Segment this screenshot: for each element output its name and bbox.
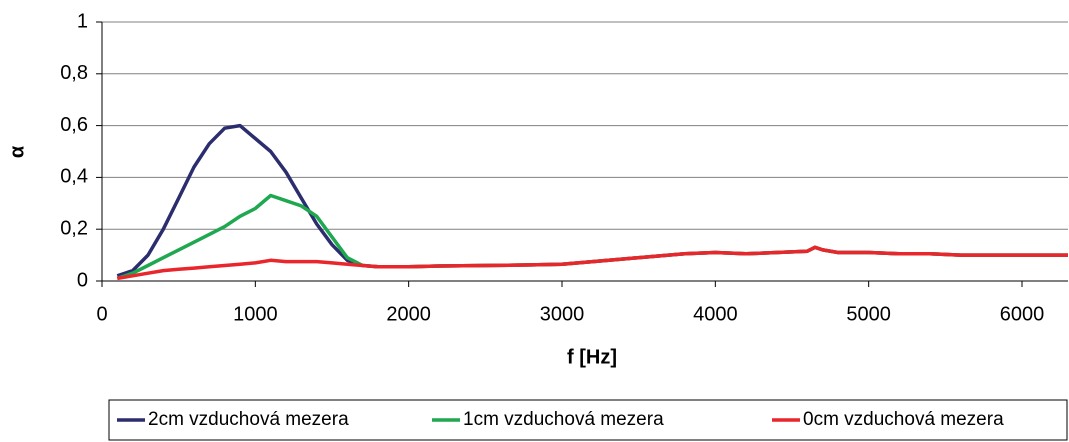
legend-label: 1cm vzduchová mezera [463,409,664,430]
x-tick-label: 4000 [693,303,738,325]
y-tick-label: 1 [77,10,88,32]
legend-label: 2cm vzduchová mezera [148,409,349,430]
x-tick-label: 2000 [386,303,431,325]
series-line [116,193,1068,281]
y-axis-label: α [6,145,28,158]
y-tick-label: 0,6 [60,114,88,136]
x-tick-label: 6000 [1000,303,1045,325]
x-tick-label: 0 [96,303,107,325]
x-tick-label: 1000 [233,303,278,325]
x-axis-label: f [Hz] [567,346,617,368]
y-tick-label: 0 [77,269,88,291]
y-tick-label: 0,8 [60,62,88,84]
legend: 2cm vzduchová mezera 1cm vzduchová mezera… [117,409,1004,430]
legend-label: 0cm vzduchová mezera [803,409,1004,430]
y-tick-label: 0,2 [60,217,88,239]
x-tick-label: 3000 [540,303,585,325]
legend-box [108,399,1068,441]
y-tick-label: 0,4 [60,166,88,188]
x-tick-label: 5000 [846,303,891,325]
series-line [117,245,1068,281]
